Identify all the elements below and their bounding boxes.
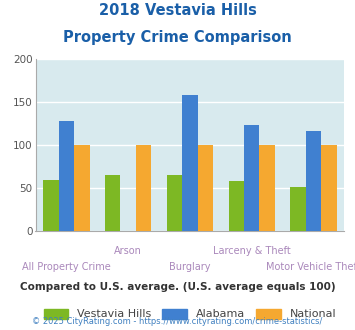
Bar [74, 145, 89, 231]
Bar [136, 145, 151, 231]
Bar [321, 145, 337, 231]
Text: Burglary: Burglary [169, 262, 211, 272]
Text: Arson: Arson [114, 247, 142, 256]
Bar [244, 125, 260, 231]
Bar [260, 145, 275, 231]
Text: © 2025 CityRating.com - https://www.cityrating.com/crime-statistics/: © 2025 CityRating.com - https://www.city… [32, 317, 323, 326]
Bar [105, 175, 120, 231]
Bar [59, 121, 74, 231]
Bar [306, 131, 321, 231]
Text: 2018 Vestavia Hills: 2018 Vestavia Hills [99, 3, 256, 18]
Bar [167, 175, 182, 231]
Bar [43, 180, 59, 231]
Text: Compared to U.S. average. (U.S. average equals 100): Compared to U.S. average. (U.S. average … [20, 282, 335, 292]
Bar [229, 181, 244, 231]
Bar [198, 145, 213, 231]
Bar [290, 187, 306, 231]
Legend: Vestavia Hills, Alabama, National: Vestavia Hills, Alabama, National [44, 309, 336, 319]
Text: Motor Vehicle Theft: Motor Vehicle Theft [266, 262, 355, 272]
Bar [182, 95, 198, 231]
Text: Property Crime Comparison: Property Crime Comparison [63, 30, 292, 45]
Text: Larceny & Theft: Larceny & Theft [213, 247, 291, 256]
Text: All Property Crime: All Property Crime [22, 262, 111, 272]
